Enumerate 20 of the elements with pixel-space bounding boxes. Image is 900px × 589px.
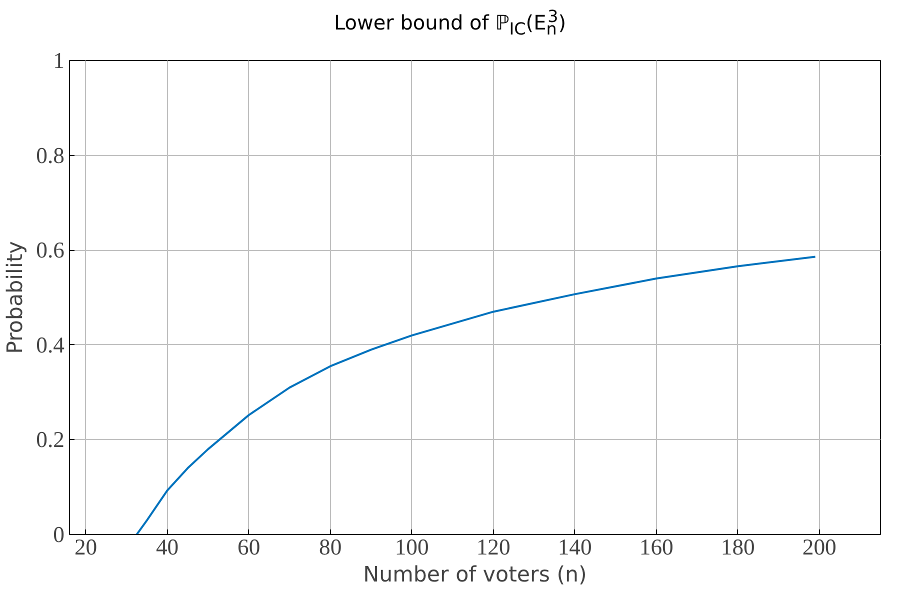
x-tick-label: 160 [639, 534, 674, 560]
y-tick-label: 1 [53, 48, 64, 73]
x-tick-label: 140 [558, 534, 592, 560]
x-tick-label: 100 [394, 534, 429, 560]
chart-title: Lower bound of ℙ$_{IC}$(E$_{n}$$^{3}$) [332, 6, 568, 41]
y-tick-label: 0.2 [36, 427, 65, 452]
line-series [136, 256, 816, 534]
x-axis-title: Number of voters (n) [363, 562, 587, 588]
x-tick-label: 120 [476, 534, 510, 560]
x-tick-label: 20 [74, 534, 98, 560]
y-tick-label: 0 [53, 522, 64, 547]
x-tick-label: 40 [156, 534, 179, 560]
y-tick-label: 0.4 [36, 332, 65, 358]
x-tick-label: 200 [802, 534, 836, 560]
x-tick-label: 180 [720, 534, 755, 560]
y-tick-label: 0.8 [36, 142, 65, 168]
x-tick-label: 60 [237, 534, 260, 560]
y-tick-label: 0.6 [36, 238, 65, 263]
x-tick-label: 80 [318, 534, 342, 560]
y-axis-title: Probability [3, 241, 28, 354]
